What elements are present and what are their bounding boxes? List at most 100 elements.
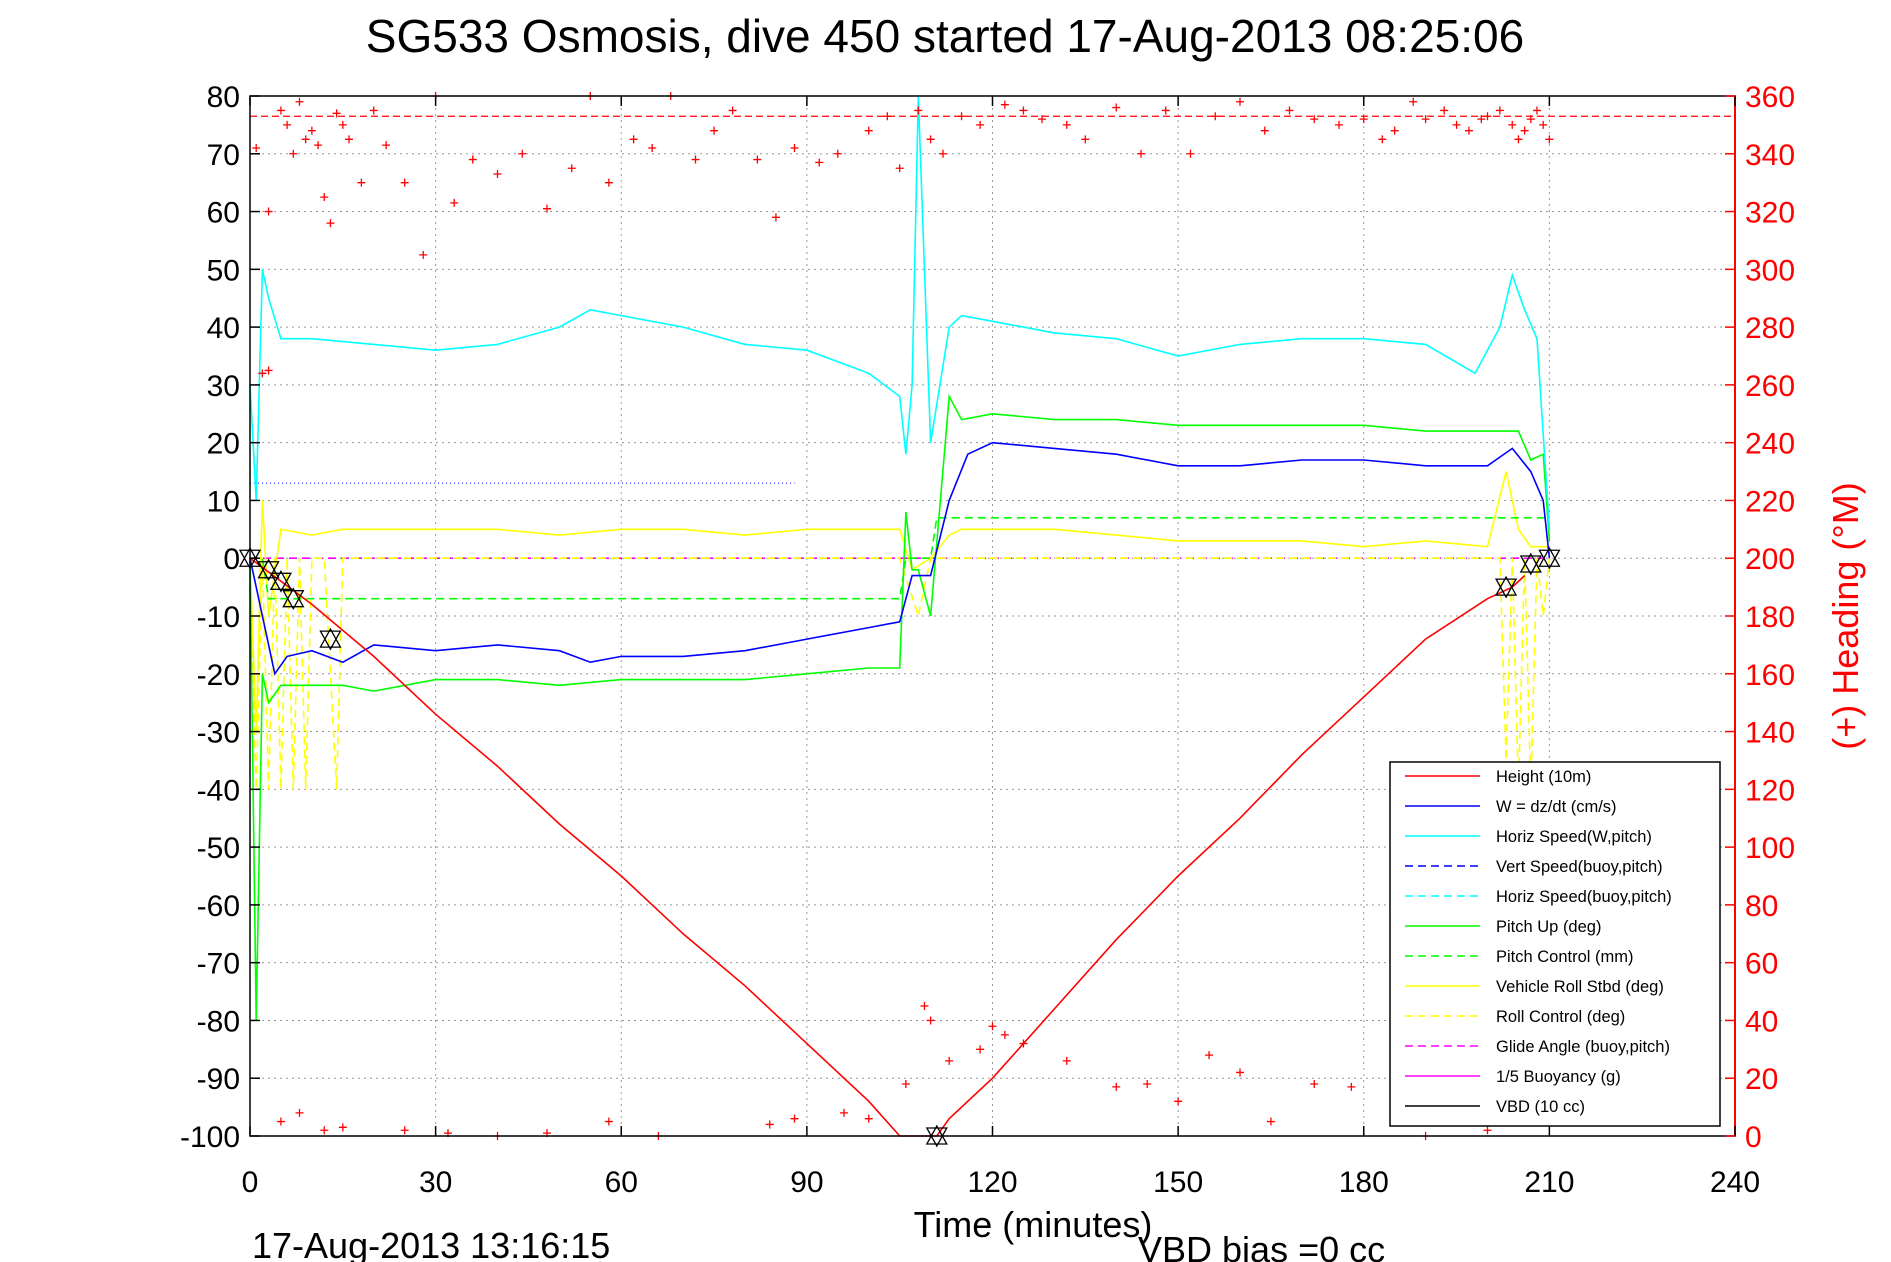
y-right-tick-label: 180 bbox=[1745, 601, 1795, 634]
legend-label: W = dz/dt (cm/s) bbox=[1496, 798, 1617, 816]
triangle-marker bbox=[319, 627, 342, 651]
heading-point bbox=[710, 126, 719, 135]
y-left-tick-label: -90 bbox=[197, 1063, 240, 1096]
heading-point bbox=[283, 120, 292, 129]
heading-point bbox=[543, 204, 551, 213]
heading-point bbox=[326, 219, 335, 228]
legend-label: 1/5 Buoyancy (g) bbox=[1496, 1068, 1621, 1086]
heading-point bbox=[1440, 106, 1449, 115]
heading-point bbox=[301, 135, 310, 144]
heading-point bbox=[939, 149, 947, 158]
y-left-tick-label: -70 bbox=[197, 948, 240, 981]
heading-point bbox=[1514, 135, 1523, 144]
heading-point bbox=[1310, 115, 1319, 124]
heading-point bbox=[1260, 126, 1269, 135]
triangle-marker bbox=[269, 569, 293, 593]
y-right-tick-label: 320 bbox=[1745, 197, 1795, 230]
y-left-tick-label: -80 bbox=[197, 1005, 240, 1038]
triangle-marker bbox=[1494, 575, 1518, 599]
heading-point bbox=[289, 149, 298, 158]
heading-point bbox=[1495, 106, 1504, 115]
x-axis-ticks: 0 30 60 90 120 150 180 210 240 bbox=[242, 96, 1760, 1199]
legend-label: Glide Angle (buoy,pitch) bbox=[1496, 1038, 1670, 1056]
heading-point bbox=[1483, 1126, 1492, 1135]
y-right-tick-label: 300 bbox=[1745, 254, 1795, 287]
x-tick-label: 240 bbox=[1710, 1166, 1760, 1199]
triangle-markers bbox=[238, 546, 1561, 1148]
heading-point bbox=[957, 112, 966, 121]
heading-point bbox=[1347, 1082, 1356, 1091]
heading-point bbox=[790, 144, 799, 152]
legend-label: Pitch Up (deg) bbox=[1496, 918, 1601, 936]
series-vehicle-roll-stbd-deg bbox=[249, 471, 1550, 732]
heading-point bbox=[945, 1056, 954, 1065]
legend-label: VBD (10 cc) bbox=[1496, 1098, 1585, 1116]
heading-point bbox=[1390, 126, 1399, 135]
heading-point bbox=[338, 1123, 347, 1132]
triangle-marker bbox=[1538, 546, 1561, 570]
y-left-tick-label: 10 bbox=[207, 485, 240, 518]
heading-point bbox=[493, 170, 502, 178]
heading-point bbox=[1483, 112, 1492, 121]
heading-point bbox=[1285, 106, 1294, 115]
heading-point bbox=[976, 1045, 985, 1054]
heading-point bbox=[320, 193, 329, 202]
heading-points bbox=[252, 92, 1554, 1140]
heading-point bbox=[1211, 112, 1220, 121]
triangle-marker bbox=[925, 1124, 948, 1148]
heading-point bbox=[1161, 106, 1170, 115]
y-left-tick-label: 80 bbox=[207, 81, 240, 114]
heading-point bbox=[1378, 135, 1387, 144]
heading-point bbox=[1062, 120, 1071, 129]
heading-point bbox=[450, 198, 459, 207]
legend: Height (10m) W = dz/dt (cm/s) Horiz Speed(… bbox=[1389, 761, 1721, 1127]
heading-point bbox=[264, 366, 273, 375]
y-right-tick-label: 260 bbox=[1745, 370, 1795, 403]
heading-point bbox=[1409, 97, 1418, 106]
x-tick-label: 180 bbox=[1339, 1166, 1389, 1199]
heading-point bbox=[815, 158, 824, 167]
legend-label: Horiz Speed(W,pitch) bbox=[1496, 828, 1652, 846]
heading-point bbox=[314, 141, 323, 150]
heading-point bbox=[1019, 106, 1028, 115]
heading-point bbox=[728, 106, 737, 115]
heading-point bbox=[1508, 120, 1517, 129]
heading-point bbox=[753, 155, 762, 164]
y-right-tick-label: 40 bbox=[1745, 1005, 1778, 1038]
heading-point bbox=[295, 97, 304, 106]
x-axis-label: Time (minutes) bbox=[914, 1204, 1153, 1245]
x-tick-label: 60 bbox=[605, 1166, 638, 1199]
series-w-dz-dt-cm-s bbox=[249, 441, 1551, 676]
heading-point bbox=[332, 109, 341, 118]
heading-point bbox=[1236, 97, 1244, 106]
legend-label: Roll Control (deg) bbox=[1496, 1008, 1625, 1026]
heading-point bbox=[252, 144, 261, 152]
y-right-tick-label: 340 bbox=[1745, 139, 1795, 172]
heading-point bbox=[901, 1080, 910, 1088]
heading-point bbox=[1174, 1097, 1183, 1106]
legend-label: Vehicle Roll Stbd (deg) bbox=[1496, 978, 1664, 996]
y-left-tick-label: 40 bbox=[207, 312, 240, 345]
heading-point bbox=[1533, 106, 1541, 115]
y-left-tick-label: 50 bbox=[207, 254, 240, 287]
heading-point bbox=[468, 155, 477, 164]
legend-label: Pitch Control (mm) bbox=[1496, 948, 1634, 966]
x-tick-label: 30 bbox=[419, 1166, 452, 1199]
y-left-tick-label: 60 bbox=[207, 197, 240, 230]
y-right-tick-label: 240 bbox=[1745, 428, 1795, 461]
y-left-tick-label: 70 bbox=[207, 139, 240, 172]
heading-point bbox=[976, 120, 985, 129]
y-right-tick-label: 160 bbox=[1745, 659, 1795, 692]
y-left-tick-label: 30 bbox=[207, 370, 240, 403]
y-left-tick-label: -100 bbox=[180, 1121, 240, 1154]
series-pitch-up-deg bbox=[249, 393, 1551, 1021]
heading-point bbox=[1359, 115, 1368, 124]
y-right-tick-label: 140 bbox=[1745, 717, 1795, 750]
heading-point bbox=[567, 164, 576, 173]
heading-point bbox=[1000, 100, 1009, 109]
y-right-tick-label: 100 bbox=[1745, 832, 1795, 865]
heading-point bbox=[382, 141, 391, 150]
y-right-tick-label: 20 bbox=[1745, 1063, 1778, 1096]
heading-point bbox=[895, 164, 904, 173]
